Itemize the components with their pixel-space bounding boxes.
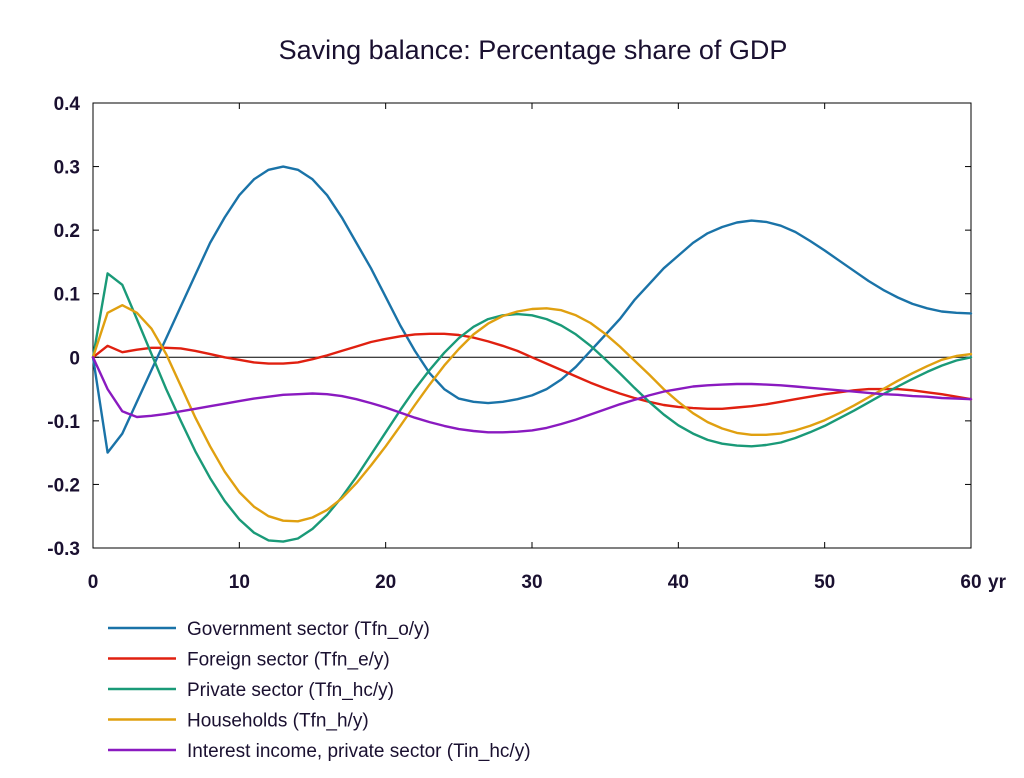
legend-label-private-sector: Private sector (Tfn_hc/y)	[187, 680, 394, 701]
y-tick-label: 0	[69, 348, 80, 369]
legend-label-government-sector: Government sector (Tfn_o/y)	[187, 619, 430, 640]
chart-title: Saving balance: Percentage share of GDP	[279, 35, 788, 65]
x-unit-label: yr	[988, 572, 1007, 593]
y-tick-label: -0.1	[47, 412, 80, 433]
y-tick-label: -0.2	[47, 475, 80, 496]
x-tick-label: 30	[521, 572, 542, 593]
y-tick-label: 0.1	[54, 285, 81, 306]
x-tick-label: 10	[229, 572, 250, 593]
series-line-interest-income-private-sector	[91, 356, 973, 434]
y-tick-label: -0.3	[47, 539, 80, 560]
x-tick-label: 0	[88, 572, 99, 593]
series-line-foreign-sector	[91, 332, 973, 410]
x-tick-label: 20	[375, 572, 396, 593]
legend-label-foreign-sector: Foreign sector (Tfn_e/y)	[187, 650, 390, 671]
legend-label-households: Households (Tfn_h/y)	[187, 711, 369, 732]
legend-label-interest-income-private-sector: Interest income, private sector (Tin_hc/…	[187, 741, 531, 762]
y-tick-label: 0.2	[54, 221, 80, 242]
plot-frame	[92, 102, 972, 549]
tick-labels: 0 10 20 30 40 50 60 yr 0.4 0.3 0.2 0.1 0 -0.1 -0.2 -0.3	[47, 94, 1006, 593]
y-tick-label: 0.4	[54, 94, 81, 115]
x-tick-label: 40	[668, 572, 689, 593]
legend: Government sector (Tfn_o/y) Foreign secto…	[108, 619, 531, 762]
series-line-households	[91, 304, 973, 523]
x-tick-label: 50	[814, 572, 835, 593]
x-tick-label: 60	[960, 572, 981, 593]
series-line-government-sector	[91, 165, 973, 454]
y-tick-label: 0.3	[54, 158, 80, 179]
series-line-private-sector	[91, 272, 973, 543]
series-lines	[91, 165, 973, 543]
plot-axes	[92, 102, 972, 549]
